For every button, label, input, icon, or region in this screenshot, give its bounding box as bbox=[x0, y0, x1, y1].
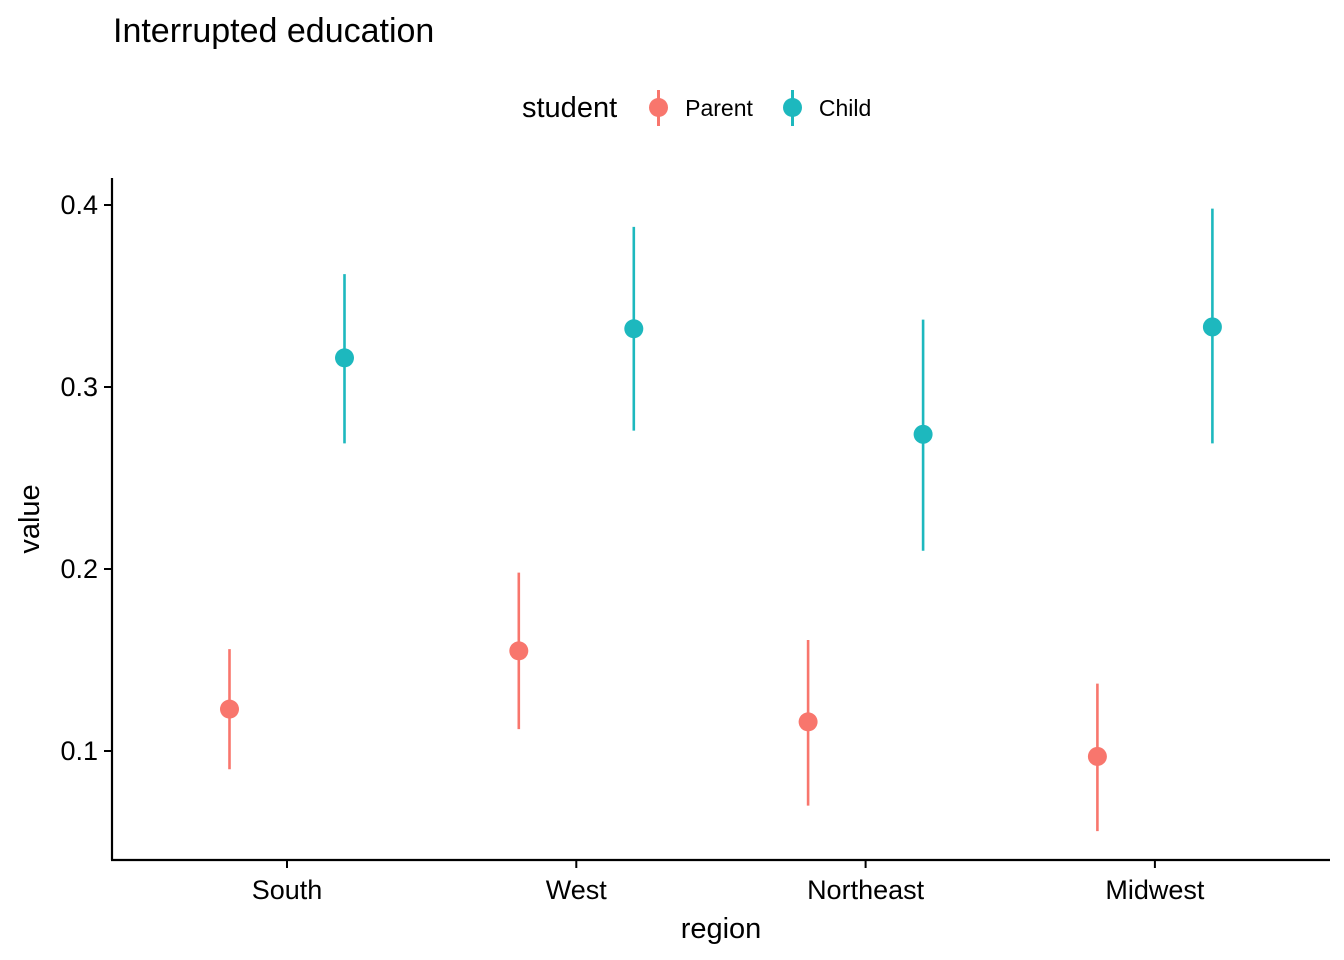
point-child-south bbox=[335, 348, 354, 368]
x-tick-label-0: South bbox=[252, 875, 323, 905]
legend-title: student bbox=[522, 91, 618, 124]
legend: student Parent Child bbox=[522, 86, 897, 130]
y-tick-label-0: 0.1 bbox=[60, 736, 98, 766]
point-child-west bbox=[624, 319, 644, 339]
y-tick-label-1: 0.2 bbox=[60, 554, 98, 584]
point-parent-south bbox=[220, 699, 239, 719]
legend-key-child-point bbox=[782, 98, 802, 117]
x-tick-label-3: Midwest bbox=[1105, 875, 1205, 905]
legend-label-parent: Parent bbox=[685, 94, 753, 121]
chart-title: Interrupted education bbox=[113, 12, 435, 50]
point-parent-northeast bbox=[798, 712, 818, 732]
point-child-northeast bbox=[913, 424, 933, 444]
y-tick-label-2: 0.3 bbox=[60, 372, 98, 402]
x-tick-label-1: West bbox=[546, 875, 608, 905]
point-parent-midwest bbox=[1087, 746, 1107, 766]
x-axis-title: region bbox=[681, 913, 762, 945]
x-tick-label-2: Northeast bbox=[807, 875, 925, 905]
legend-key-parent bbox=[645, 88, 671, 128]
legend-label-child: Child bbox=[818, 94, 872, 121]
legend-key-child bbox=[779, 88, 805, 128]
point-child-midwest bbox=[1202, 317, 1222, 337]
point-parent-west bbox=[509, 641, 529, 661]
legend-key-parent-point bbox=[649, 98, 669, 117]
y-tick-label-3: 0.4 bbox=[60, 190, 98, 220]
y-axis-title: value bbox=[14, 484, 46, 553]
